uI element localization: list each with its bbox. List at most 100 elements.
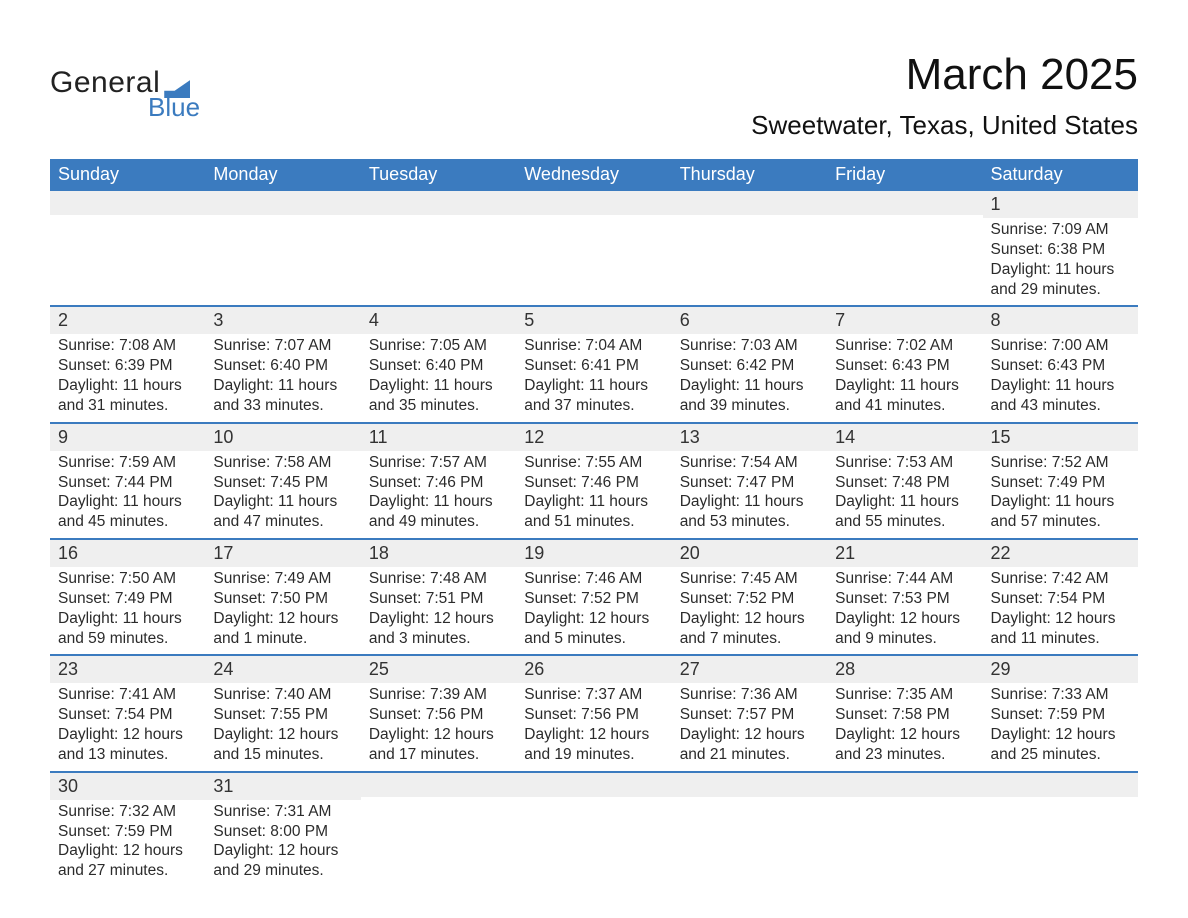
day-details: Sunrise: 7:45 AMSunset: 7:52 PMDaylight:… — [680, 569, 819, 648]
weekday-header: Monday — [205, 159, 360, 191]
daylight2-text: and 47 minutes. — [213, 512, 352, 532]
sunrise-text: Sunrise: 7:59 AM — [58, 453, 197, 473]
sunrise-text: Sunrise: 7:44 AM — [835, 569, 974, 589]
day-number-band: 19 — [516, 540, 671, 567]
day-number-band: 23 — [50, 656, 205, 683]
sunset-text: Sunset: 6:40 PM — [213, 356, 352, 376]
sunrise-text: Sunrise: 7:09 AM — [991, 220, 1130, 240]
sunset-text: Sunset: 7:49 PM — [58, 589, 197, 609]
daylight1-text: Daylight: 12 hours — [524, 725, 663, 745]
day-number-band — [516, 191, 671, 215]
calendar-day-cell — [827, 772, 982, 887]
calendar-header-row: Sunday Monday Tuesday Wednesday Thursday… — [50, 159, 1138, 191]
calendar-day-cell: 30Sunrise: 7:32 AMSunset: 7:59 PMDayligh… — [50, 772, 205, 887]
calendar-day-cell: 3Sunrise: 7:07 AMSunset: 6:40 PMDaylight… — [205, 306, 360, 422]
day-number-band — [672, 773, 827, 797]
day-details: Sunrise: 7:53 AMSunset: 7:48 PMDaylight:… — [835, 453, 974, 532]
calendar-day-cell: 26Sunrise: 7:37 AMSunset: 7:56 PMDayligh… — [516, 655, 671, 771]
day-number-band — [361, 773, 516, 797]
calendar-day-cell: 31Sunrise: 7:31 AMSunset: 8:00 PMDayligh… — [205, 772, 360, 887]
daylight1-text: Daylight: 11 hours — [524, 492, 663, 512]
sunset-text: Sunset: 7:52 PM — [680, 589, 819, 609]
day-number-band: 9 — [50, 424, 205, 451]
sunrise-text: Sunrise: 7:32 AM — [58, 802, 197, 822]
day-number-band: 30 — [50, 773, 205, 800]
sunset-text: Sunset: 7:53 PM — [835, 589, 974, 609]
sunrise-text: Sunrise: 7:05 AM — [369, 336, 508, 356]
sunset-text: Sunset: 7:52 PM — [524, 589, 663, 609]
day-details: Sunrise: 7:02 AMSunset: 6:43 PMDaylight:… — [835, 336, 974, 415]
calendar-day-cell: 18Sunrise: 7:48 AMSunset: 7:51 PMDayligh… — [361, 539, 516, 655]
location-subtitle: Sweetwater, Texas, United States — [751, 110, 1138, 141]
calendar-day-cell — [516, 772, 671, 887]
sunrise-text: Sunrise: 7:52 AM — [991, 453, 1130, 473]
day-number-band: 29 — [983, 656, 1138, 683]
sunrise-text: Sunrise: 7:54 AM — [680, 453, 819, 473]
sunrise-text: Sunrise: 7:58 AM — [213, 453, 352, 473]
day-number-band: 13 — [672, 424, 827, 451]
daylight2-text: and 57 minutes. — [991, 512, 1130, 532]
daylight1-text: Daylight: 11 hours — [369, 492, 508, 512]
day-details: Sunrise: 7:44 AMSunset: 7:53 PMDaylight:… — [835, 569, 974, 648]
daylight2-text: and 5 minutes. — [524, 629, 663, 649]
day-number-band: 24 — [205, 656, 360, 683]
daylight2-text: and 51 minutes. — [524, 512, 663, 532]
calendar-day-cell: 20Sunrise: 7:45 AMSunset: 7:52 PMDayligh… — [672, 539, 827, 655]
daylight2-text: and 25 minutes. — [991, 745, 1130, 765]
daylight1-text: Daylight: 12 hours — [58, 841, 197, 861]
daylight1-text: Daylight: 11 hours — [991, 376, 1130, 396]
day-number-band: 31 — [205, 773, 360, 800]
sunrise-text: Sunrise: 7:08 AM — [58, 336, 197, 356]
calendar-day-cell — [672, 772, 827, 887]
header: General Blue March 2025 Sweetwater, Texa… — [50, 50, 1138, 141]
daylight2-text: and 3 minutes. — [369, 629, 508, 649]
sunset-text: Sunset: 7:49 PM — [991, 473, 1130, 493]
daylight2-text: and 15 minutes. — [213, 745, 352, 765]
daylight1-text: Daylight: 11 hours — [835, 376, 974, 396]
sunrise-text: Sunrise: 7:03 AM — [680, 336, 819, 356]
weekday-header: Friday — [827, 159, 982, 191]
day-number-band: 11 — [361, 424, 516, 451]
brand-line1: General — [50, 68, 160, 98]
calendar-day-cell: 13Sunrise: 7:54 AMSunset: 7:47 PMDayligh… — [672, 423, 827, 539]
daylight2-text: and 23 minutes. — [835, 745, 974, 765]
day-number-band: 5 — [516, 307, 671, 334]
sunset-text: Sunset: 7:55 PM — [213, 705, 352, 725]
day-details: Sunrise: 7:35 AMSunset: 7:58 PMDaylight:… — [835, 685, 974, 764]
calendar-day-cell: 11Sunrise: 7:57 AMSunset: 7:46 PMDayligh… — [361, 423, 516, 539]
day-number-band — [827, 191, 982, 215]
daylight1-text: Daylight: 12 hours — [991, 609, 1130, 629]
calendar-day-cell: 5Sunrise: 7:04 AMSunset: 6:41 PMDaylight… — [516, 306, 671, 422]
calendar-day-cell: 23Sunrise: 7:41 AMSunset: 7:54 PMDayligh… — [50, 655, 205, 771]
day-details: Sunrise: 7:58 AMSunset: 7:45 PMDaylight:… — [213, 453, 352, 532]
sunset-text: Sunset: 8:00 PM — [213, 822, 352, 842]
calendar-day-cell: 19Sunrise: 7:46 AMSunset: 7:52 PMDayligh… — [516, 539, 671, 655]
calendar-day-cell: 12Sunrise: 7:55 AMSunset: 7:46 PMDayligh… — [516, 423, 671, 539]
daylight2-text: and 7 minutes. — [680, 629, 819, 649]
day-number-band: 4 — [361, 307, 516, 334]
calendar-day-cell: 7Sunrise: 7:02 AMSunset: 6:43 PMDaylight… — [827, 306, 982, 422]
sunrise-text: Sunrise: 7:53 AM — [835, 453, 974, 473]
day-number-band: 17 — [205, 540, 360, 567]
sunset-text: Sunset: 6:40 PM — [369, 356, 508, 376]
sunset-text: Sunset: 7:57 PM — [680, 705, 819, 725]
daylight1-text: Daylight: 12 hours — [680, 609, 819, 629]
daylight1-text: Daylight: 11 hours — [213, 492, 352, 512]
daylight2-text: and 53 minutes. — [680, 512, 819, 532]
calendar-day-cell: 10Sunrise: 7:58 AMSunset: 7:45 PMDayligh… — [205, 423, 360, 539]
title-block: March 2025 Sweetwater, Texas, United Sta… — [751, 50, 1138, 141]
sunset-text: Sunset: 7:54 PM — [58, 705, 197, 725]
day-number-band: 15 — [983, 424, 1138, 451]
daylight1-text: Daylight: 11 hours — [369, 376, 508, 396]
day-details: Sunrise: 7:54 AMSunset: 7:47 PMDaylight:… — [680, 453, 819, 532]
day-details: Sunrise: 7:31 AMSunset: 8:00 PMDaylight:… — [213, 802, 352, 881]
sunset-text: Sunset: 7:56 PM — [524, 705, 663, 725]
calendar-day-cell: 27Sunrise: 7:36 AMSunset: 7:57 PMDayligh… — [672, 655, 827, 771]
day-details: Sunrise: 7:40 AMSunset: 7:55 PMDaylight:… — [213, 685, 352, 764]
day-number-band: 6 — [672, 307, 827, 334]
daylight1-text: Daylight: 11 hours — [58, 492, 197, 512]
sunrise-text: Sunrise: 7:07 AM — [213, 336, 352, 356]
calendar-day-cell: 6Sunrise: 7:03 AMSunset: 6:42 PMDaylight… — [672, 306, 827, 422]
sunrise-text: Sunrise: 7:00 AM — [991, 336, 1130, 356]
daylight1-text: Daylight: 12 hours — [213, 725, 352, 745]
